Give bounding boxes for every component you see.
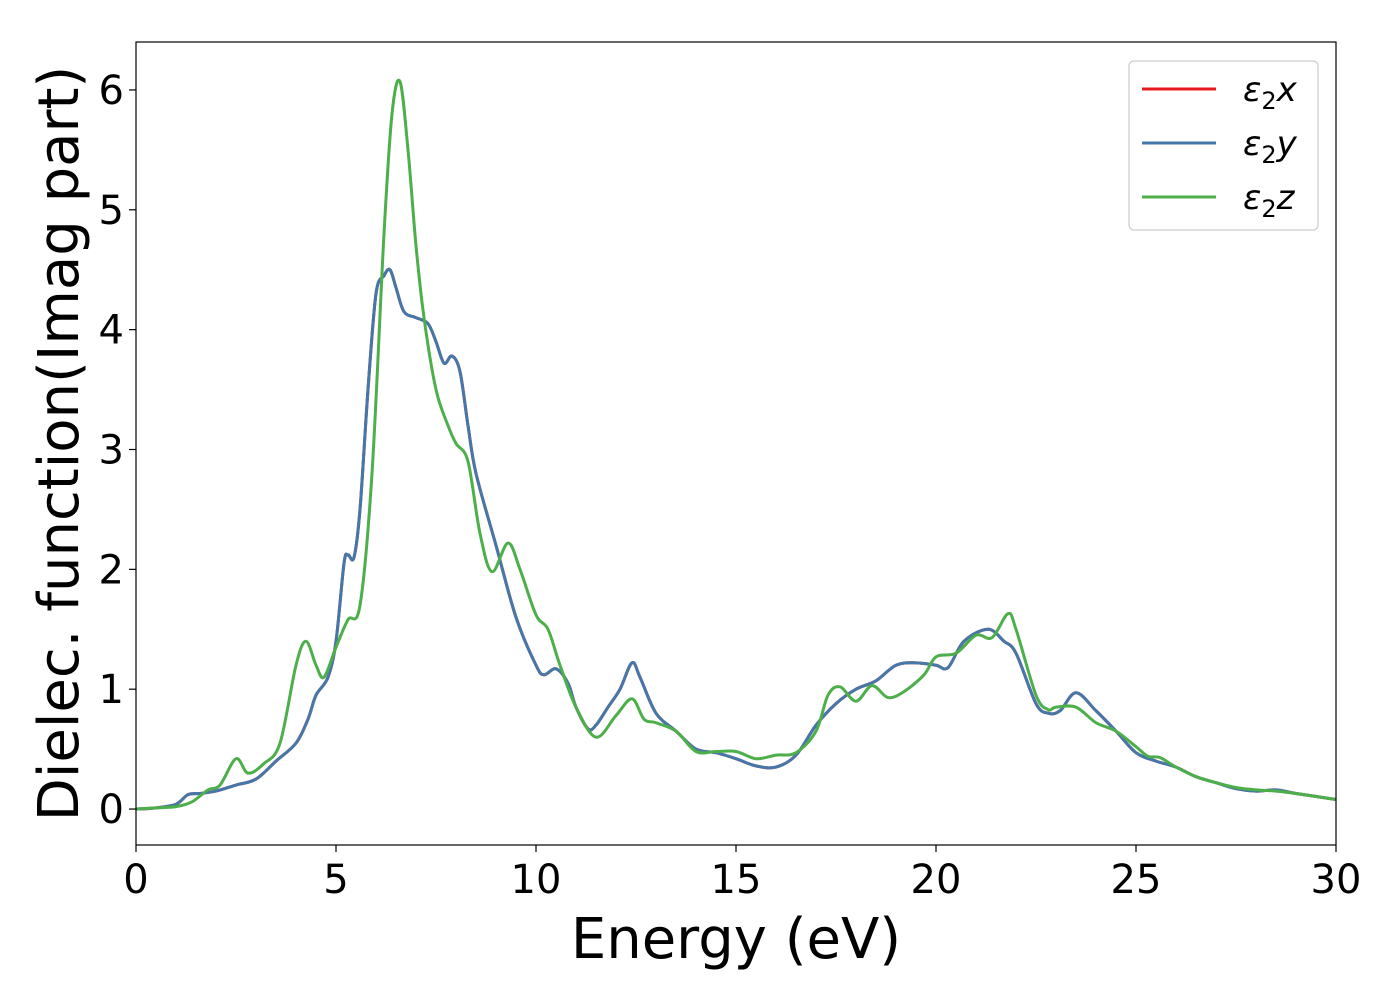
y-tick-label: 5 bbox=[99, 188, 124, 234]
legend-box bbox=[1128, 60, 1319, 231]
y-tick-label: 0 bbox=[99, 787, 124, 833]
y-tick-label: 3 bbox=[99, 427, 124, 473]
series-layer bbox=[136, 78, 1336, 811]
legend-label-x: ε2x bbox=[1243, 70, 1298, 115]
legend-label-z: ε2z bbox=[1243, 178, 1296, 223]
y-tick-label: 4 bbox=[99, 308, 124, 354]
x-tick-label: 5 bbox=[323, 857, 348, 903]
series-line-y bbox=[136, 267, 1336, 811]
legend-label-y: ε2y bbox=[1243, 124, 1298, 169]
y-tick-label: 6 bbox=[99, 68, 124, 114]
x-tick-label: 0 bbox=[123, 857, 148, 903]
x-tick-label: 25 bbox=[1111, 857, 1162, 903]
y-axis-title: Dielec. function(Imag part) bbox=[27, 66, 92, 822]
ticks-layer: 0 5 10 15 20 25 30 0 1 2 3 4 5 6 bbox=[99, 68, 1362, 903]
series-line-x bbox=[136, 267, 1336, 811]
x-tick-label: 20 bbox=[911, 857, 962, 903]
x-axis-title: Energy (eV) bbox=[571, 907, 901, 972]
y-tick-label: 2 bbox=[99, 547, 124, 593]
y-tick-label: 1 bbox=[99, 667, 124, 713]
legend: ε2x ε2y ε2z bbox=[1128, 60, 1319, 231]
series-line-z bbox=[136, 78, 1336, 811]
x-tick-label: 10 bbox=[511, 857, 562, 903]
x-tick-label: 15 bbox=[711, 857, 762, 903]
x-tick-label: 30 bbox=[1311, 857, 1362, 903]
